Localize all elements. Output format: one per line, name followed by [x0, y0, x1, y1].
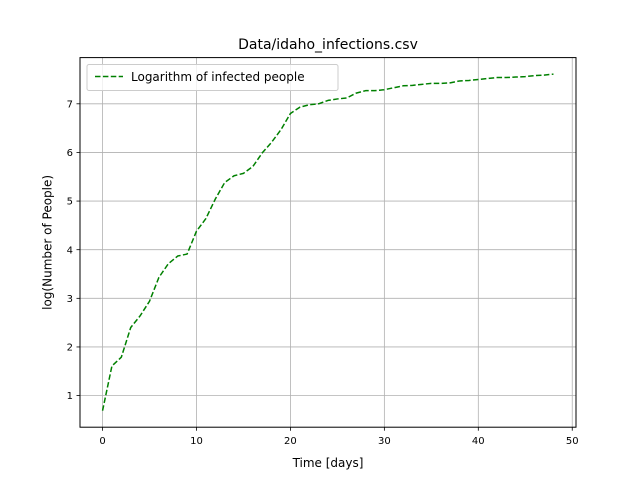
- series-layer: [101, 73, 554, 411]
- x-axis-label: Time [days]: [292, 456, 364, 470]
- y-tick-label: 4: [67, 245, 73, 256]
- x-tick-label: 0: [99, 436, 105, 447]
- y-tick-label: 5: [67, 197, 73, 208]
- chart-title: Data/idaho_infections.csv: [238, 37, 418, 53]
- x-tick-label: 40: [472, 436, 485, 447]
- x-tick-label: 20: [284, 436, 297, 447]
- grid: [80, 57, 576, 428]
- x-tick-label: 50: [566, 436, 579, 447]
- legend: Logarithm of infected people: [86, 64, 339, 91]
- x-tick-label: 10: [190, 436, 203, 447]
- plot-frame: [79, 57, 577, 428]
- y-tick-label: 3: [67, 294, 73, 305]
- y-tick-label: 1: [67, 391, 73, 402]
- x-tick-label: 30: [378, 436, 391, 447]
- y-tick-label: 6: [67, 148, 73, 159]
- legend-label: Logarithm of infected people: [131, 70, 305, 84]
- y-axis-label: log(Number of People): [41, 175, 55, 310]
- legend-box: [86, 64, 339, 91]
- series-line-0: [101, 73, 554, 411]
- y-tick-label: 7: [67, 99, 73, 110]
- axis-ticks: 0 10 20 30 40 50 1 2 3 4 5 6 7: [67, 99, 579, 447]
- y-tick-label: 2: [67, 343, 73, 354]
